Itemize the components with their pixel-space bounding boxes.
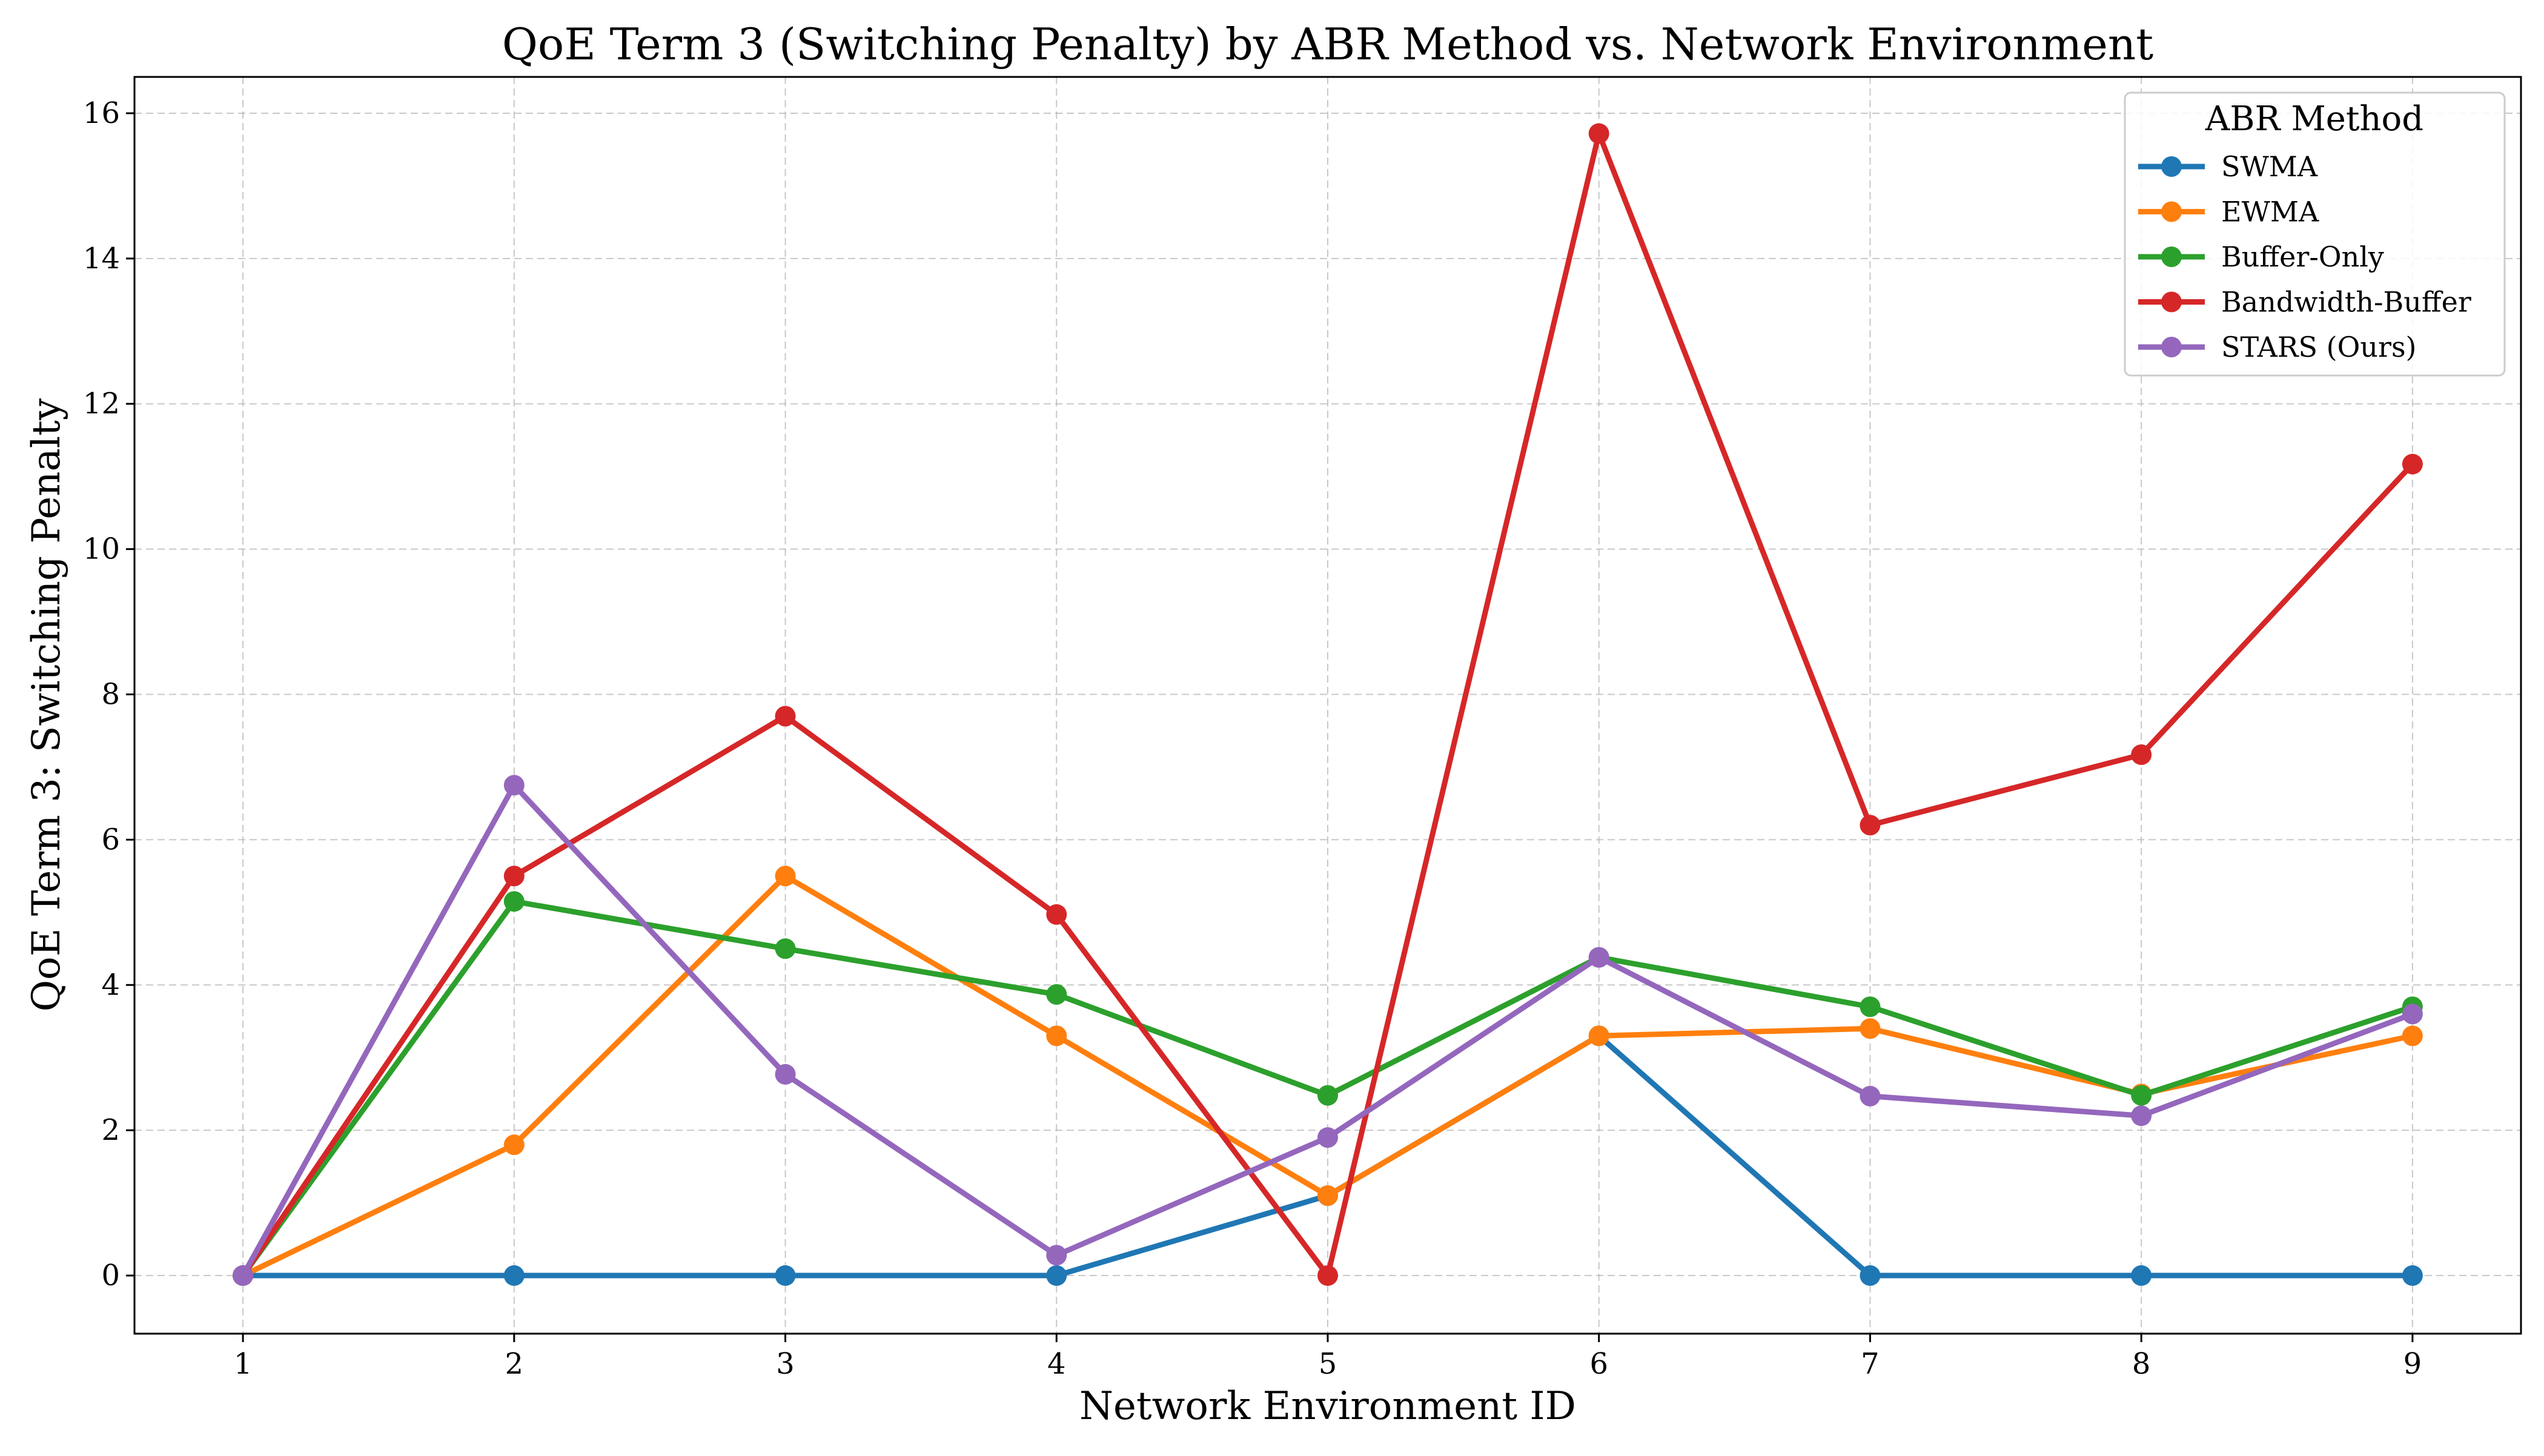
data-point-swma (775, 1265, 796, 1286)
data-point-buffer-only (1046, 984, 1067, 1005)
x-tick-label: 5 (1319, 1347, 1337, 1381)
legend-marker (2161, 247, 2182, 267)
legend-marker (2161, 337, 2182, 357)
y-axis-label: QoE Term 3: Switching Penalty (24, 399, 69, 1012)
legend-item-swma: SWMA (2138, 150, 2318, 183)
data-point-ewma (2402, 1025, 2423, 1047)
data-point-bandwidth-buffer (1317, 1265, 1338, 1286)
data-point-buffer-only (2131, 1085, 2152, 1106)
data-point-swma (2131, 1265, 2152, 1286)
legend-item-ewma: EWMA (2138, 196, 2319, 228)
legend: ABR Method SWMA EWMA Buffer-Only Bandwidth-… (2124, 91, 2506, 377)
data-point-ewma (503, 1134, 525, 1156)
legend-label: EWMA (2221, 196, 2319, 228)
data-point-stars-ours (2402, 1004, 2423, 1025)
data-point-bandwidth-buffer (1046, 904, 1067, 925)
data-point-stars-ours (1860, 1085, 1881, 1107)
series-layer (233, 123, 2423, 1286)
x-tick-label: 3 (776, 1347, 795, 1381)
data-point-bandwidth-buffer (1860, 815, 1881, 836)
data-point-stars-ours (775, 1064, 796, 1085)
legend-label: Bandwidth-Buffer (2221, 286, 2471, 319)
data-point-bandwidth-buffer (775, 706, 796, 727)
y-tick-label: 14 (83, 242, 120, 276)
x-tick-label: 9 (2403, 1347, 2422, 1381)
y-tick-label: 4 (101, 968, 120, 1002)
data-point-swma (1860, 1265, 1881, 1286)
legend-box (2124, 91, 2506, 377)
data-point-bandwidth-buffer (1588, 123, 1609, 144)
data-point-stars-ours (1046, 1245, 1067, 1266)
y-tick-label: 2 (101, 1113, 120, 1147)
legend-items: SWMA EWMA Buffer-Only Bandwidth-Buffer STARS… (2138, 150, 2471, 363)
series-ewma (233, 865, 2423, 1286)
legend-marker (2161, 156, 2182, 177)
x-axis-label: Network Environment ID (1079, 1384, 1576, 1429)
legend-item-buffer-only: Buffer-Only (2138, 240, 2384, 273)
data-point-bandwidth-buffer (503, 865, 525, 887)
legend-label: Buffer-Only (2221, 240, 2384, 273)
y-tick-label: 8 (101, 678, 120, 712)
data-point-buffer-only (1317, 1085, 1338, 1106)
x-tick-label: 2 (505, 1347, 524, 1381)
legend-label: SWMA (2221, 150, 2318, 183)
x-tick-label: 8 (2132, 1347, 2151, 1381)
chart-title: QoE Term 3 (Switching Penalty) by ABR Me… (502, 19, 2153, 70)
data-point-ewma (1046, 1025, 1067, 1047)
data-point-stars-ours (503, 775, 525, 796)
y-tick-label: 12 (83, 387, 120, 421)
x-tick-label: 4 (1047, 1347, 1066, 1381)
legend-label: STARS (Ours) (2221, 331, 2417, 363)
data-point-swma (503, 1265, 525, 1286)
y-axis: 0 2 4 6 8 10 12 14 16 (83, 96, 134, 1292)
data-point-swma (2402, 1265, 2423, 1286)
series-buffer-only (233, 891, 2423, 1286)
data-point-stars-ours (233, 1265, 254, 1286)
data-point-ewma (1588, 1025, 1609, 1047)
data-point-stars-ours (1317, 1127, 1338, 1148)
y-tick-label: 16 (83, 96, 120, 130)
x-tick-label: 7 (1861, 1347, 1880, 1381)
y-tick-label: 10 (83, 532, 120, 566)
legend-title: ABR Method (2205, 99, 2423, 139)
legend-item-stars-ours: STARS (Ours) (2138, 331, 2417, 363)
x-axis: 1 2 3 4 5 6 7 8 9 (234, 1334, 2422, 1381)
data-point-buffer-only (775, 938, 796, 959)
data-point-bandwidth-buffer (2131, 744, 2152, 766)
data-point-buffer-only (1860, 996, 1881, 1018)
data-point-buffer-only (503, 891, 525, 912)
data-point-bandwidth-buffer (2402, 454, 2423, 475)
x-tick-label: 1 (234, 1347, 253, 1381)
legend-item-bandwidth-buffer: Bandwidth-Buffer (2138, 286, 2471, 319)
data-point-ewma (1860, 1018, 1881, 1039)
data-point-stars-ours (1588, 947, 1609, 968)
series-stars-ours (233, 775, 2423, 1286)
y-tick-label: 6 (101, 822, 120, 856)
y-tick-label: 0 (101, 1259, 120, 1292)
legend-marker (2161, 291, 2182, 313)
data-point-swma (1046, 1265, 1067, 1286)
data-point-ewma (775, 865, 796, 887)
x-tick-label: 6 (1589, 1347, 1608, 1381)
legend-marker (2161, 201, 2182, 222)
data-point-ewma (1317, 1185, 1338, 1206)
data-point-stars-ours (2131, 1105, 2152, 1127)
